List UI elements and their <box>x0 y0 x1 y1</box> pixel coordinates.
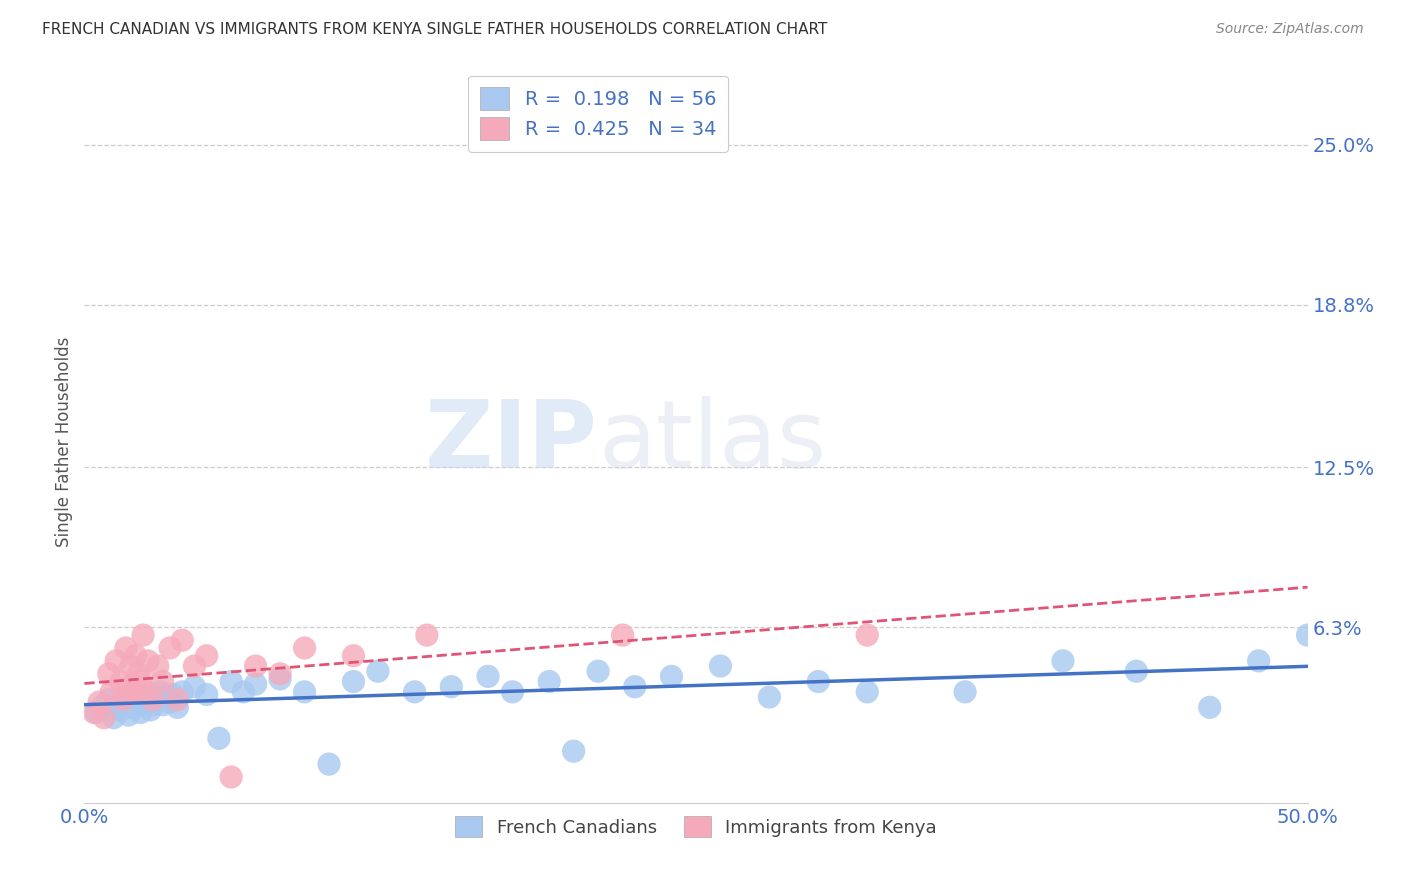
Text: ZIP: ZIP <box>425 395 598 488</box>
Point <box>107 700 129 714</box>
Point <box>562 744 585 758</box>
Point <box>624 680 647 694</box>
Point <box>502 685 524 699</box>
Point <box>122 685 145 699</box>
Point <box>86 706 108 720</box>
Point <box>586 664 609 678</box>
Point <box>117 680 139 694</box>
Point <box>477 669 499 683</box>
Point <box>139 703 162 717</box>
Point <box>342 674 364 689</box>
Text: Source: ZipAtlas.com: Source: ZipAtlas.com <box>1216 22 1364 37</box>
Point <box>318 757 340 772</box>
Point <box>149 685 172 699</box>
Point <box>152 698 174 712</box>
Point <box>100 685 122 699</box>
Point <box>152 674 174 689</box>
Point <box>135 695 157 709</box>
Point <box>1247 654 1270 668</box>
Point <box>93 698 115 712</box>
Point <box>136 690 159 704</box>
Point <box>538 674 561 689</box>
Text: FRENCH CANADIAN VS IMMIGRANTS FROM KENYA SINGLE FATHER HOUSEHOLDS CORRELATION CH: FRENCH CANADIAN VS IMMIGRANTS FROM KENYA… <box>42 22 828 37</box>
Point <box>122 700 145 714</box>
Point <box>758 690 780 704</box>
Point <box>162 687 184 701</box>
Point <box>172 685 194 699</box>
Point <box>153 690 176 704</box>
Point <box>1125 664 1147 678</box>
Point <box>208 731 231 746</box>
Point <box>367 664 389 678</box>
Point <box>183 680 205 694</box>
Point <box>342 648 364 663</box>
Legend: French Canadians, Immigrants from Kenya: French Canadians, Immigrants from Kenya <box>447 809 945 845</box>
Point <box>219 674 242 689</box>
Point <box>142 698 165 712</box>
Point <box>110 703 132 717</box>
Point <box>856 628 879 642</box>
Point <box>294 640 316 655</box>
Point <box>120 690 142 704</box>
Point <box>404 685 426 699</box>
Point <box>110 674 132 689</box>
Point <box>87 695 110 709</box>
Point <box>166 700 188 714</box>
Point <box>115 640 138 655</box>
Point <box>195 648 218 663</box>
Point <box>166 692 188 706</box>
Point <box>125 692 148 706</box>
Point <box>172 633 194 648</box>
Point <box>142 692 165 706</box>
Point <box>232 685 254 699</box>
Point <box>219 770 242 784</box>
Point <box>97 666 120 681</box>
Point <box>269 672 291 686</box>
Point <box>117 708 139 723</box>
Point <box>245 659 267 673</box>
Point <box>183 659 205 673</box>
Point <box>112 692 135 706</box>
Point <box>807 674 830 689</box>
Point <box>132 687 155 701</box>
Point <box>661 669 683 683</box>
Point <box>129 706 152 720</box>
Point <box>112 695 135 709</box>
Point <box>416 628 439 642</box>
Point <box>1296 628 1319 642</box>
Point <box>125 648 148 663</box>
Point <box>135 685 157 699</box>
Point <box>93 711 115 725</box>
Point <box>146 659 169 673</box>
Point <box>127 666 149 681</box>
Point <box>709 659 731 673</box>
Point <box>159 640 181 655</box>
Point <box>245 677 267 691</box>
Point <box>856 685 879 699</box>
Point <box>97 692 120 706</box>
Point <box>146 692 169 706</box>
Point <box>83 706 105 720</box>
Point <box>120 659 142 673</box>
Point <box>129 674 152 689</box>
Point <box>269 666 291 681</box>
Point <box>612 628 634 642</box>
Point <box>127 698 149 712</box>
Y-axis label: Single Father Households: Single Father Households <box>55 336 73 547</box>
Point <box>132 628 155 642</box>
Point <box>953 685 976 699</box>
Point <box>1198 700 1220 714</box>
Point <box>1052 654 1074 668</box>
Point <box>105 654 128 668</box>
Point <box>440 680 463 694</box>
Point <box>195 687 218 701</box>
Point <box>294 685 316 699</box>
Point <box>103 711 125 725</box>
Point <box>136 654 159 668</box>
Text: atlas: atlas <box>598 395 827 488</box>
Point <box>159 695 181 709</box>
